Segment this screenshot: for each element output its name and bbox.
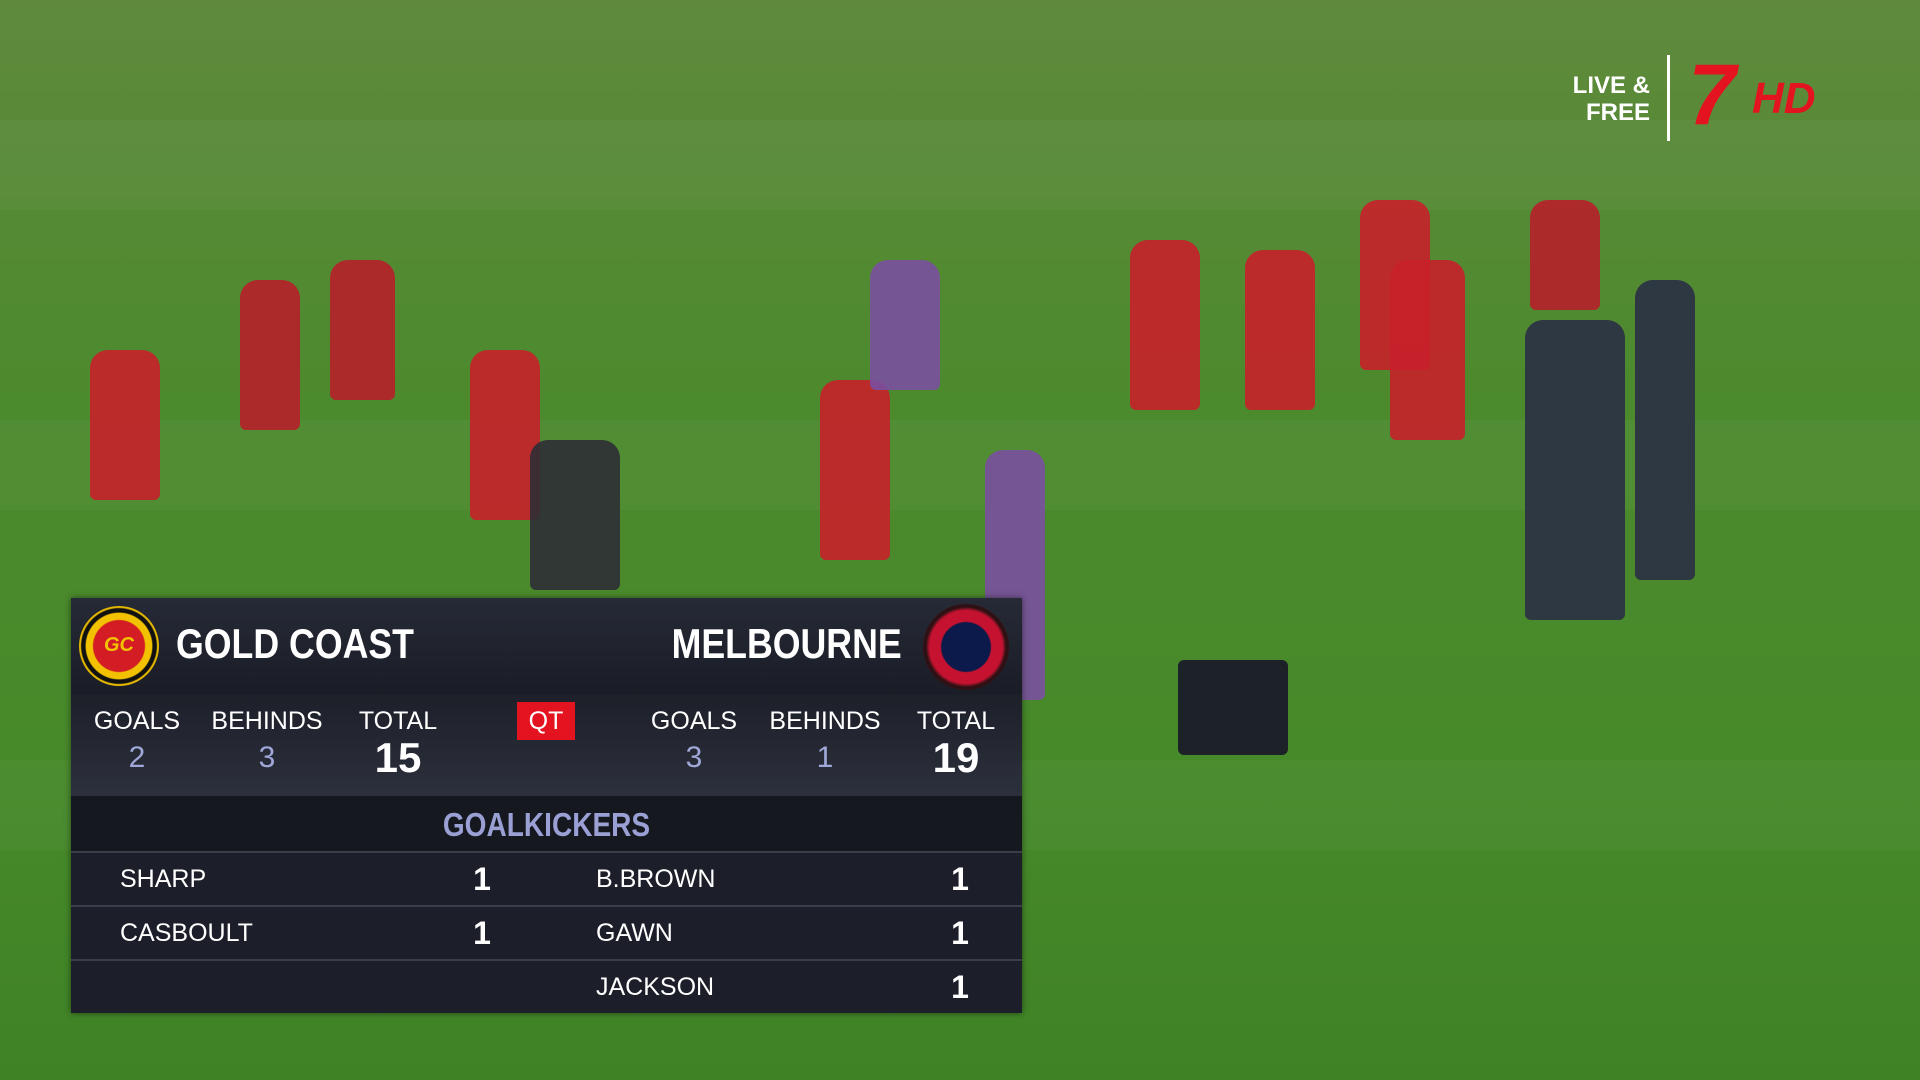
away-total: 19 <box>932 734 980 781</box>
goalkicker-goals: 1 <box>473 915 491 951</box>
field-stripe <box>0 420 1920 510</box>
goalkicker-name: JACKSON <box>596 973 715 1001</box>
goalkicker-name: CASBOULT <box>120 919 253 947</box>
goalkicker-row: JACKSON 1 <box>71 959 1022 1021</box>
goalkicker-name: SHARP <box>120 865 207 893</box>
player <box>820 380 890 560</box>
scoreboard-header <box>71 598 1022 694</box>
player <box>330 260 395 400</box>
player <box>870 260 940 390</box>
player <box>1530 200 1600 310</box>
goalkicker-name: GAWN <box>596 919 673 947</box>
quality-badge: HD <box>1752 74 1816 123</box>
player <box>470 350 540 520</box>
stat-label: BEHINDS <box>211 707 323 735</box>
tagline-line: FREE <box>1585 99 1650 126</box>
stat-label: TOTAL <box>358 707 438 735</box>
drink-carrier <box>1178 660 1288 755</box>
home-name: GOLD COAST <box>176 620 414 667</box>
tagline: LIVE & FREE <box>1560 72 1650 126</box>
goalkickers-title: GOALKICKERS <box>442 806 651 843</box>
player <box>1525 320 1625 620</box>
tagline-line: LIVE & <box>1572 72 1650 99</box>
player <box>1245 250 1315 410</box>
divider <box>1667 55 1670 141</box>
home-behinds: 3 <box>258 741 276 774</box>
channel-logo: 7 <box>1688 47 1736 143</box>
stat-label: TOTAL <box>916 707 996 735</box>
player <box>1390 260 1465 440</box>
stat-label: BEHINDS <box>769 707 881 735</box>
player <box>90 350 160 500</box>
home-logo-text: GC <box>104 634 134 656</box>
player <box>1635 280 1695 580</box>
player <box>240 280 300 430</box>
goalkickers-header <box>71 796 1022 851</box>
goalkicker-name: B.BROWN <box>596 865 716 893</box>
field-stripe <box>0 120 1920 210</box>
player <box>530 440 620 590</box>
home-logo: GC <box>79 606 159 686</box>
away-behinds: 1 <box>816 741 834 774</box>
away-goals: 3 <box>685 741 703 774</box>
stat-label: GOALS <box>93 707 181 735</box>
away-name: MELBOURNE <box>671 620 902 667</box>
home-total: 15 <box>374 734 422 781</box>
goalkicker-goals: 1 <box>951 915 969 951</box>
away-logo <box>923 604 1009 690</box>
goalkicker-row: CASBOULT 1 GAWN 1 <box>71 905 1022 959</box>
period-badge: QT <box>517 702 575 740</box>
scoreboard: GC GOLD COAST MELBOURNE GOALS BEHINDS TO… <box>71 598 1022 1013</box>
goalkicker-row: SHARP 1 B.BROWN 1 <box>71 851 1022 905</box>
goalkicker-goals: 1 <box>951 861 969 897</box>
home-goals: 2 <box>128 741 146 774</box>
goalkicker-goals: 1 <box>473 861 491 897</box>
stat-label: GOALS <box>650 707 738 735</box>
goalkicker-goals: 1 <box>951 969 969 1005</box>
player <box>1130 240 1200 410</box>
